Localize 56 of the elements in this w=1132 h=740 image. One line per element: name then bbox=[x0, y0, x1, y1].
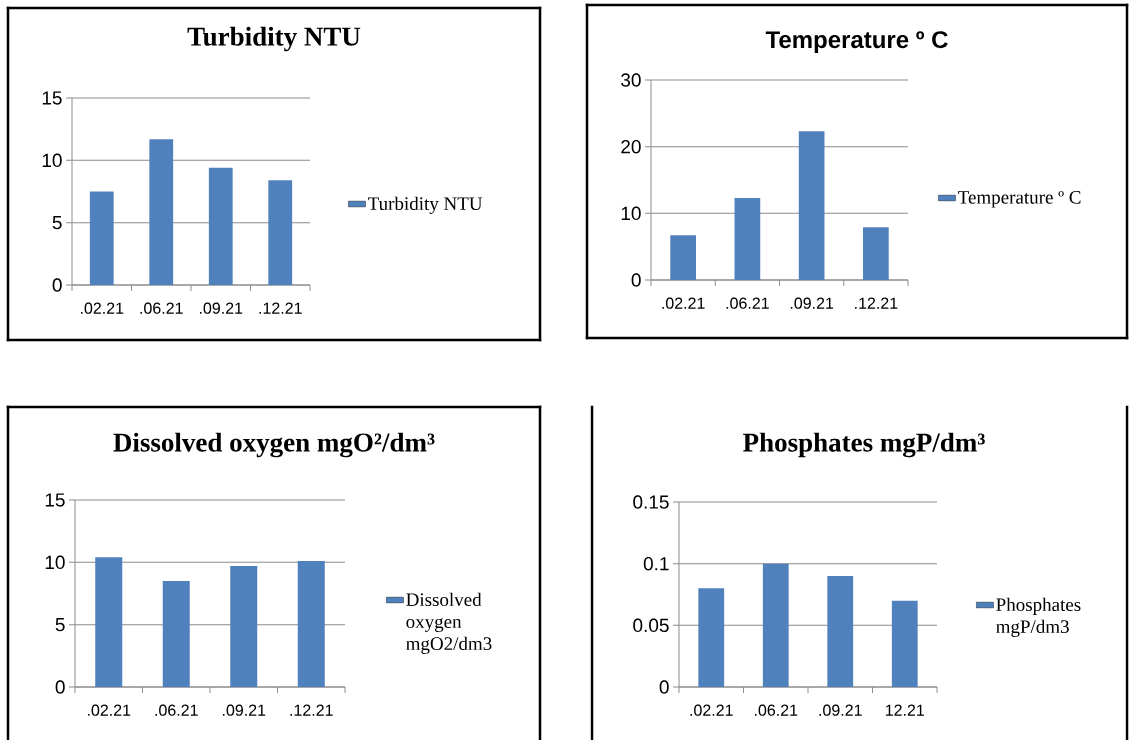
bar bbox=[95, 557, 123, 688]
x-tick-label: .06.21 bbox=[754, 704, 798, 716]
bar bbox=[863, 227, 889, 281]
y-tick-label: 10 bbox=[45, 555, 65, 570]
x-tick-label: .02.21 bbox=[662, 297, 705, 309]
y-tick-label: 0 bbox=[631, 273, 641, 287]
x-tick-label: .12.21 bbox=[259, 302, 302, 314]
chart-title: Phosphates mgP/dm³ bbox=[743, 432, 985, 458]
x-tick-label: .06.21 bbox=[155, 704, 198, 716]
x-tick-label: .02.21 bbox=[80, 302, 124, 314]
x-tick-label: .06.21 bbox=[726, 297, 769, 309]
bar bbox=[734, 198, 761, 281]
y-tick-label: 10 bbox=[42, 153, 62, 168]
y-tick-label: 0 bbox=[659, 680, 669, 694]
y-tick-label: 15 bbox=[45, 493, 65, 507]
legend-label: Phosphates mgP/dm3 bbox=[996, 597, 1081, 637]
x-tick-label: .09.21 bbox=[199, 302, 243, 314]
y-tick-label: 0 bbox=[55, 680, 65, 694]
bar bbox=[230, 566, 258, 688]
bar bbox=[268, 180, 293, 286]
bar bbox=[891, 600, 918, 688]
bar bbox=[827, 576, 854, 688]
bar bbox=[670, 235, 696, 281]
y-tick-label: 0 bbox=[52, 278, 62, 292]
legend-label: Turbidity NTU bbox=[368, 196, 483, 214]
chart-title: Dissolved oxygen mgO²/dm³ bbox=[113, 432, 435, 458]
x-tick-label: 12.21 bbox=[885, 704, 924, 716]
y-tick-label: 0.1 bbox=[643, 556, 669, 571]
y-tick-label: 5 bbox=[52, 216, 62, 230]
bar bbox=[798, 131, 825, 281]
bar bbox=[698, 588, 725, 688]
bar bbox=[297, 561, 325, 688]
y-tick-label: 20 bbox=[621, 139, 641, 154]
bar bbox=[89, 191, 114, 286]
legend-label: Temperature º C bbox=[958, 190, 1081, 208]
x-tick-label: .02.21 bbox=[690, 704, 733, 716]
chart-title: Turbidity NTU bbox=[187, 26, 361, 52]
y-tick-label: 0.15 bbox=[633, 495, 669, 509]
chart-title: Temperature º C bbox=[765, 31, 948, 53]
bar bbox=[762, 563, 789, 688]
y-tick-label: 10 bbox=[621, 206, 641, 221]
x-tick-label: .09.21 bbox=[790, 297, 834, 309]
bar bbox=[149, 139, 174, 286]
x-tick-label: .09.21 bbox=[819, 704, 862, 716]
x-tick-label: .02.21 bbox=[87, 704, 131, 716]
bar bbox=[208, 167, 233, 286]
x-tick-label: .06.21 bbox=[140, 302, 183, 314]
x-tick-label: .12.21 bbox=[290, 704, 333, 716]
y-tick-label: 15 bbox=[42, 91, 62, 105]
y-tick-label: 5 bbox=[55, 618, 65, 632]
bar bbox=[162, 581, 190, 688]
legend-label: Dissolved oxygen mgO2/dm3 bbox=[406, 592, 492, 654]
x-tick-label: .09.21 bbox=[222, 704, 266, 716]
y-tick-label: 0.05 bbox=[633, 618, 669, 633]
x-tick-label: .12.21 bbox=[855, 297, 898, 309]
y-tick-label: 30 bbox=[621, 73, 641, 87]
